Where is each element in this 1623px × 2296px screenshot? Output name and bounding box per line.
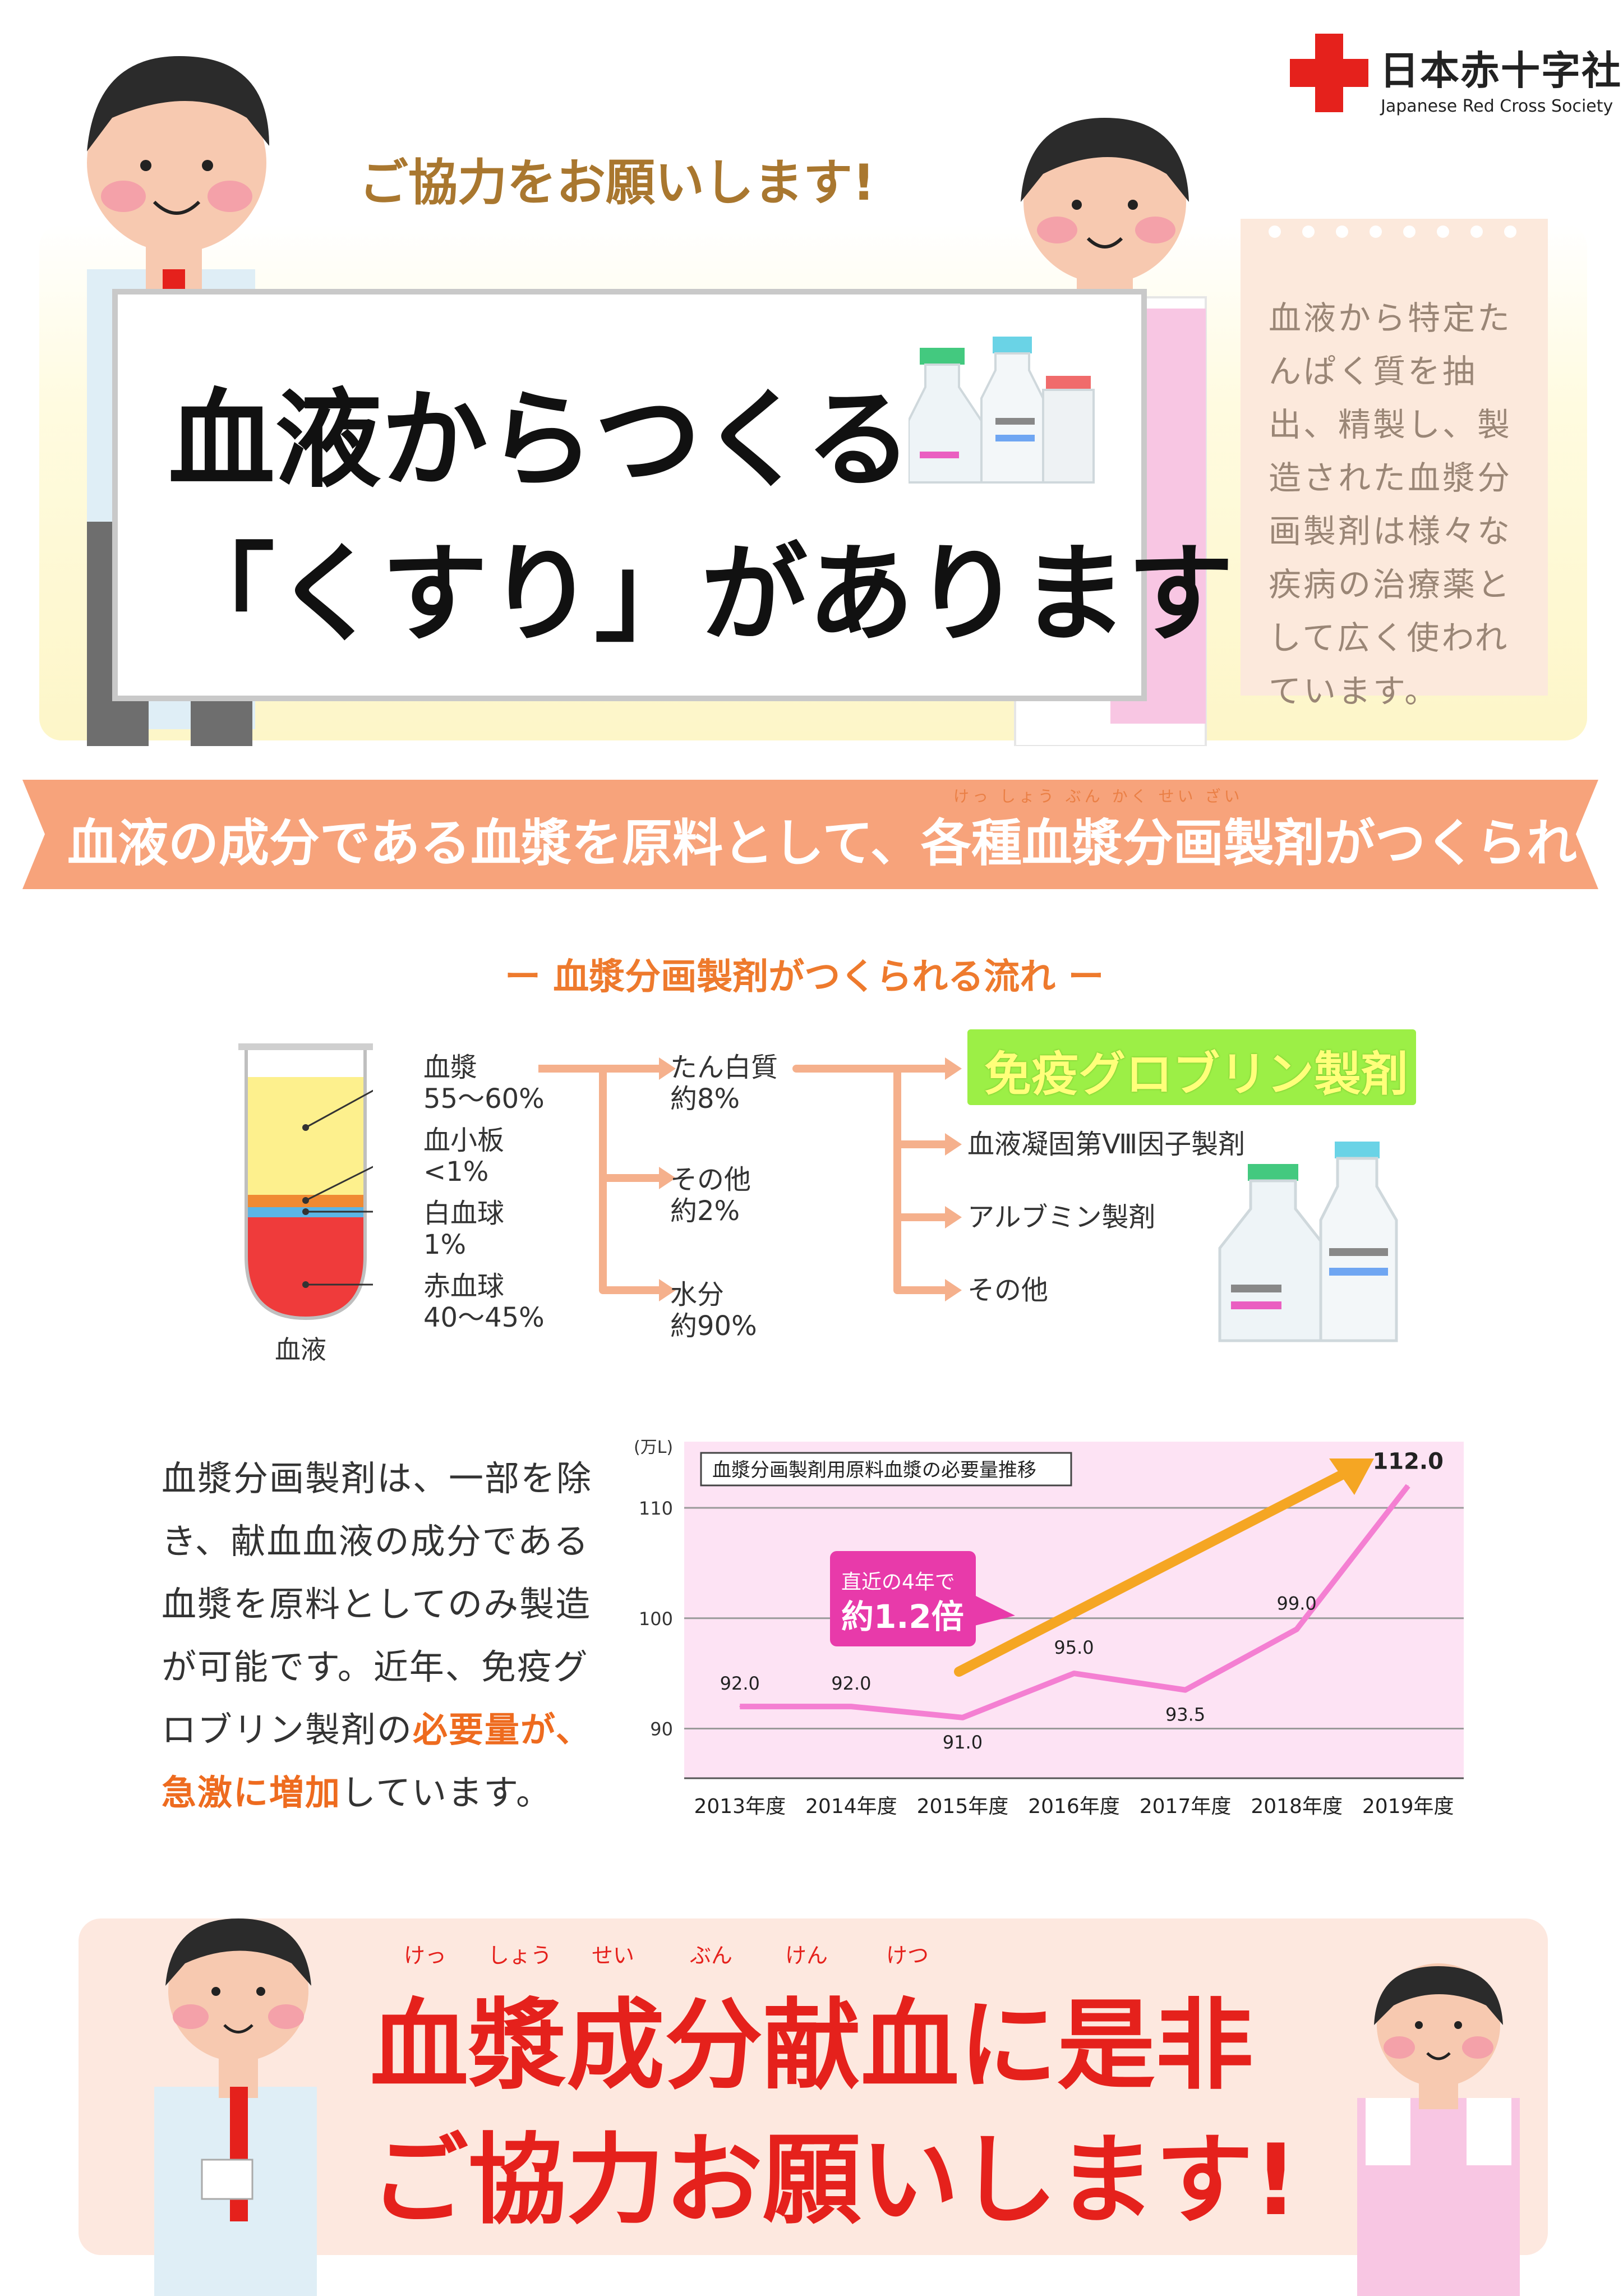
chart-gridlines <box>684 1507 1464 1779</box>
logo-name-jp: 日本赤十字社 <box>1380 48 1622 94</box>
chart-y-tick-label: 100 <box>639 1608 673 1630</box>
memo-text: 血液から特定たんぱく質を抽出、精製し、製造された血漿分画製剤は様々な疾病の治療薬… <box>1269 299 1513 710</box>
chart-x-tick-label: 2017年度 <box>1140 1795 1232 1818</box>
hero-headline-line2: 「くすり」があります <box>168 532 1234 656</box>
memo-note <box>1241 219 1548 696</box>
chart-value-label: 93.5 <box>1165 1704 1205 1726</box>
chart-value-label: 92.0 <box>720 1673 760 1694</box>
flow-arrows <box>538 1057 962 1301</box>
component-white-blood-cells: 白血球 1% <box>423 1198 505 1260</box>
man-staff-illustration <box>154 1918 317 2296</box>
chart-callout-box <box>830 1551 976 1646</box>
medicine-bottles-icon <box>909 337 1095 484</box>
chart-title: 血漿分画製剤用原料血漿の必要量推移 <box>712 1459 1036 1481</box>
banner-text: 血液の成分である血漿を原料として、各種血漿分画製剤がつくられます <box>67 814 1623 873</box>
chart-trend-arrowhead <box>1329 1458 1374 1495</box>
product-other: その他 <box>967 1274 1049 1306</box>
hero-headline-line1: 血液からつくる <box>168 378 912 502</box>
chart-x-tick-label: 2016年度 <box>1028 1795 1120 1818</box>
chart-x-ticks: 2013年度 2014年度 2015年度 2016年度 2017年度 2018年度 2019… <box>694 1795 1454 1818</box>
component-red-blood-cells: 赤血球 40〜45% <box>423 1271 545 1333</box>
chart-point <box>962 1717 963 1718</box>
chart-y-tick-label: 110 <box>639 1498 673 1519</box>
chart-callout-pointer <box>970 1593 1015 1627</box>
plasma-part-protein: たん白質 約8% <box>670 1052 778 1115</box>
test-tube-illustration <box>238 1043 373 1320</box>
medicine-bottles-icon <box>1218 1142 1398 1342</box>
ribbon-banner <box>22 780 1598 889</box>
bottom-background <box>79 1918 1548 2255</box>
chart-point <box>1073 1673 1075 1674</box>
chart-value-labels: 92.0 92.0 91.0 95.0 93.5 99.0 112.0 <box>720 1449 1444 1753</box>
chart-trend-arrow <box>954 1462 1362 1677</box>
component-plasma: 血漿 55〜60% <box>423 1052 545 1115</box>
chart-x-tick-label: 2018年度 <box>1251 1795 1343 1818</box>
chart-point <box>1184 1689 1186 1691</box>
bottom-ruby: けっ しょう せい ぶん けん けつ <box>404 1943 929 1968</box>
bottom-headline-line1: 血漿成分献血に是非 <box>370 1989 1253 2103</box>
chart-value-label: 91.0 <box>943 1732 983 1753</box>
chart-title-box <box>700 1452 1072 1487</box>
chart-y-unit: (万L) <box>634 1438 674 1457</box>
chart-point <box>1407 1485 1409 1487</box>
chart-series <box>739 1484 1410 1720</box>
highlight-demand-increase: 必要量が、急激に増加 <box>162 1709 592 1813</box>
chart-value-label: 92.0 <box>831 1673 871 1694</box>
hero-signboard <box>112 289 1147 701</box>
hero-tagline: ご協力をお願いします! <box>359 154 875 211</box>
chart-x-tick-label: 2013年度 <box>694 1795 786 1818</box>
chart-point <box>850 1706 852 1708</box>
chart-callout-line1: 直近の4年で <box>841 1571 955 1594</box>
chart-x-tick-label: 2015年度 <box>917 1795 1009 1818</box>
chart-x-tick-label: 2019年度 <box>1362 1795 1454 1818</box>
product-albumin: アルブミン製剤 <box>967 1202 1156 1233</box>
flow-title: ー 血漿分画製剤がつくられる流れ ー <box>505 956 1104 998</box>
chart-callout-line2: 約1.2倍 <box>841 1598 964 1636</box>
logo-name-en: Japanese Red Cross Society <box>1381 96 1613 116</box>
plasma-part-water: 水分 約90% <box>670 1279 757 1342</box>
component-platelets: 血小板 <1% <box>423 1125 505 1188</box>
chart-x-tick-label: 2014年度 <box>805 1795 897 1818</box>
chart-point <box>739 1706 741 1708</box>
plasma-part-other: その他 約2% <box>670 1164 751 1227</box>
chart-y-tick-label: 90 <box>650 1718 673 1740</box>
chart-value-label: 99.0 <box>1277 1593 1317 1614</box>
red-cross-logo-icon <box>1290 34 1368 112</box>
chart-point <box>1296 1628 1298 1630</box>
bottom-headline-line2: ご協力お願いします! <box>370 2124 1298 2238</box>
chart-y-ticks: 90 100 110 <box>639 1498 673 1740</box>
product-immunoglobulin: 免疫グロブリン製剤 <box>984 1047 1409 1102</box>
product-factor-viii: 血液凝固第Ⅷ因子製剤 <box>967 1129 1246 1160</box>
banner-ruby: けっ しょう ぶん かく せい ざい <box>953 787 1243 806</box>
tube-caption: 血液 <box>275 1335 326 1365</box>
immunoglobulin-highlight <box>967 1029 1416 1105</box>
chart-value-label: 95.0 <box>1054 1637 1094 1658</box>
chart-value-label: 112.0 <box>1372 1449 1444 1475</box>
woman-staff-illustration <box>1357 1963 1520 2296</box>
explanation-paragraph: 血漿分画製剤は、一部を除き、献血血液の成分である血漿を原料としてのみ製造が可能で… <box>162 1458 593 1813</box>
